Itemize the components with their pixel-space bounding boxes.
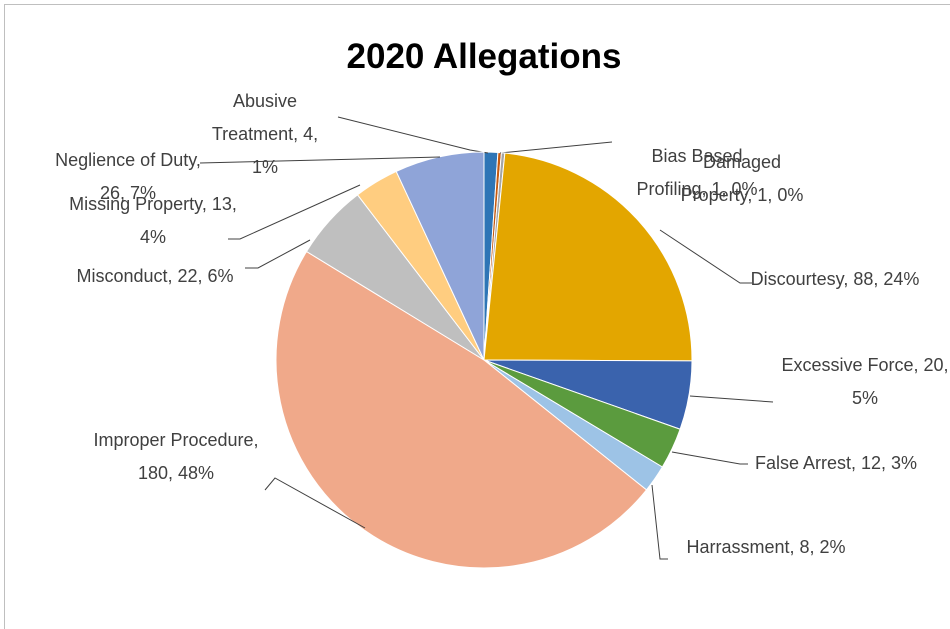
leader-line <box>264 477 366 529</box>
leader-line <box>659 229 752 284</box>
leader-line <box>199 156 441 164</box>
leader-line <box>651 484 668 560</box>
leader-line <box>245 239 311 269</box>
pie-slice <box>275 250 648 569</box>
leader-line <box>228 184 361 240</box>
leader-line <box>337 116 489 154</box>
data-label: Excessive Force, 20, 5% <box>781 355 949 408</box>
data-label: Discourtesy, 88, 24% <box>750 269 920 289</box>
data-label: Misconduct, 22, 6% <box>76 266 234 286</box>
data-label: Neglience of Duty, 26, 7% <box>55 150 201 203</box>
data-label: False Arrest, 12, 3% <box>754 453 918 473</box>
leader-line <box>499 141 613 154</box>
data-label: Improper Procedure, 180, 48% <box>93 430 259 483</box>
leader-line <box>689 395 774 403</box>
data-label: Bias Based Profiling, 1, 0% <box>636 146 758 199</box>
leader-line <box>671 451 748 465</box>
pie-slice <box>483 152 693 362</box>
data-label: Missing Property, 13, 4% <box>69 194 237 247</box>
chart-title: 2020 Allegations <box>347 37 622 76</box>
data-label: Harrassment, 8, 2% <box>686 537 846 557</box>
data-label: Damaged Property, 1, 0% <box>680 152 804 205</box>
chart-border <box>4 4 950 629</box>
data-label: Abusive Treatment, 4, 1% <box>211 91 319 177</box>
